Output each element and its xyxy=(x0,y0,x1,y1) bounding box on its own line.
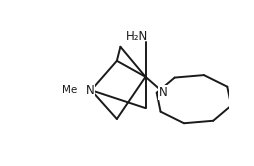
Text: Me: Me xyxy=(61,85,77,95)
Text: N: N xyxy=(85,84,94,97)
Text: H₂N: H₂N xyxy=(125,30,147,43)
Text: N: N xyxy=(158,86,167,99)
